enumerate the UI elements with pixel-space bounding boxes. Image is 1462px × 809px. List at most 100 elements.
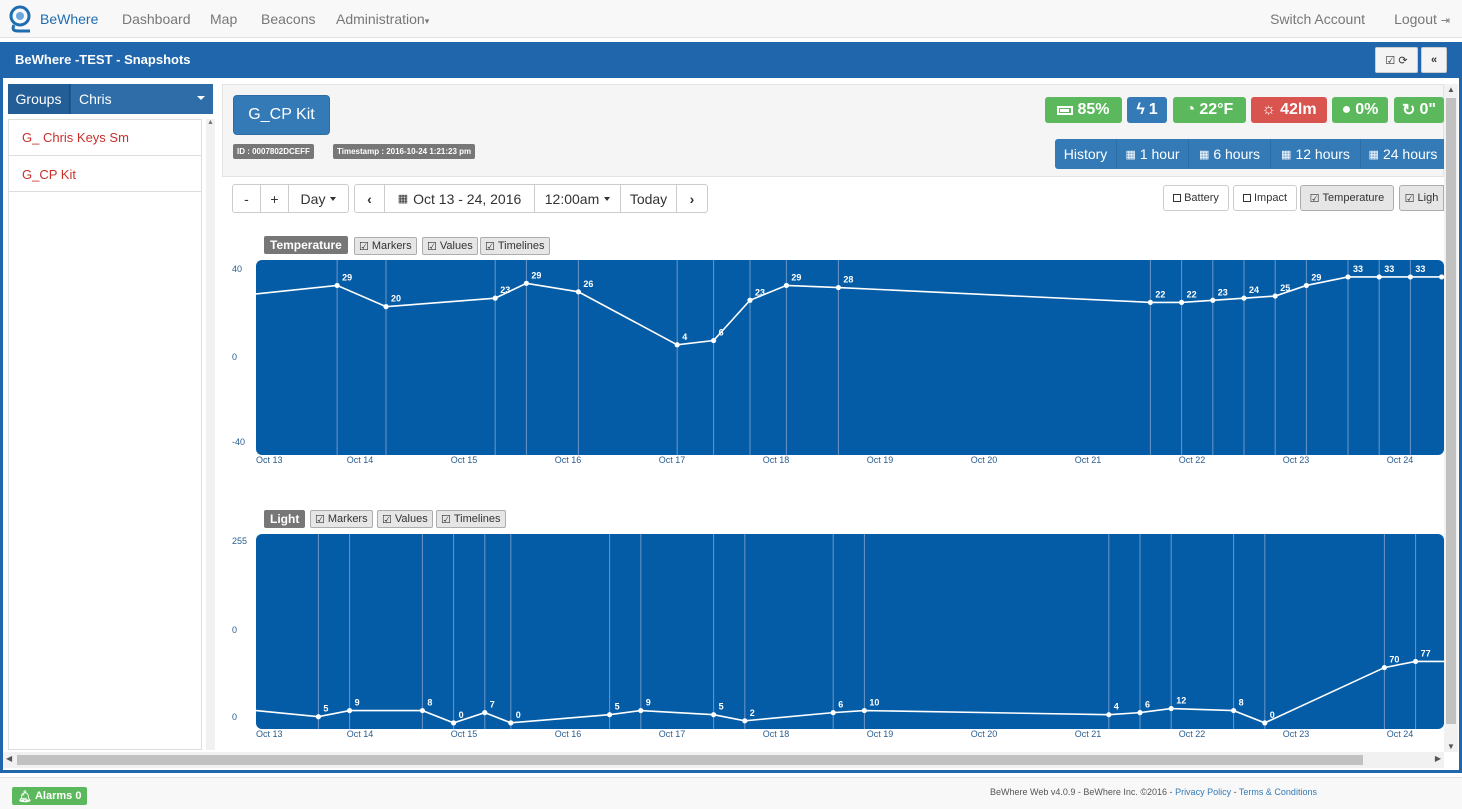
data-point	[1407, 274, 1413, 280]
zoom-out-button[interactable]: -	[232, 184, 261, 213]
temperature-stat[interactable]: ◔ 22°F	[1173, 97, 1246, 123]
zoom-in-button[interactable]: +	[260, 184, 289, 213]
brand[interactable]: BeWhere	[8, 4, 98, 34]
checkbox-icon: ☑	[1385, 54, 1396, 67]
battery-stat[interactable]: 85%	[1045, 97, 1122, 123]
horizontal-scrollbar[interactable]: ◀ ▶	[3, 752, 1444, 768]
data-label: 20	[391, 294, 401, 304]
caret-down-icon	[604, 196, 611, 201]
device-list-item[interactable]: G_ Chris Keys Sm	[9, 120, 201, 156]
main-content: G_CP Kit ID : 0007802DCEFF Timestamp : 2…	[222, 84, 1445, 752]
device-name-button[interactable]: G_CP Kit	[233, 95, 330, 135]
alarms-button[interactable]: 🔔︎ Alarms 0	[12, 787, 88, 805]
impact-toggle[interactable]: Impact	[1233, 185, 1297, 211]
data-label: 0	[459, 710, 464, 720]
checkbox-checked-icon: ☑	[441, 513, 451, 526]
data-point	[347, 707, 353, 714]
timelines-toggle[interactable]: ☑ Timelines	[436, 510, 506, 528]
humidity-stat[interactable]: ● 0%	[1332, 97, 1388, 123]
data-point	[1262, 720, 1268, 726]
history-1-hour-button[interactable]: ▦ 1 hour	[1117, 139, 1189, 169]
horizontal-scroll-thumb[interactable]	[17, 755, 1363, 765]
device-list-item[interactable]: G_CP Kit	[22, 166, 76, 182]
data-point	[1137, 710, 1143, 716]
sidebar-scrollbar[interactable]: ▲	[206, 119, 215, 750]
x-tick-label: Oct 19	[867, 455, 894, 465]
x-tick-label: Oct 16	[555, 729, 582, 739]
nav-beacons[interactable]: Beacons	[261, 11, 316, 27]
x-tick-label: Oct 14	[347, 729, 374, 739]
values-toggle[interactable]: ☑ Values	[377, 510, 433, 528]
temperature-value: 22°F	[1199, 101, 1234, 118]
temperature-toggle[interactable]: ☑ Temperature	[1300, 185, 1394, 211]
data-point	[783, 282, 790, 289]
light-value: 42lm	[1280, 101, 1317, 118]
x-tick-label: Oct 23	[1283, 729, 1310, 739]
data-label: 77	[1421, 648, 1431, 658]
light-stat[interactable]: ☼ 42lm	[1251, 97, 1327, 123]
terms-link[interactable]: Terms & Conditions	[1238, 787, 1317, 797]
brand-name: BeWhere	[40, 11, 99, 27]
alarms-label: Alarms 0	[34, 790, 82, 802]
data-label: 29	[342, 272, 352, 282]
x-tick-label: Oct 22	[1179, 729, 1206, 739]
markers-toggle[interactable]: ☑ Markers	[310, 510, 373, 528]
date-range-picker[interactable]: ▦ Oct 13 - 24, 2016	[384, 184, 535, 213]
select-refresh-button[interactable]: ☑ ⟳	[1375, 47, 1418, 73]
x-tick-label: Oct 16	[555, 455, 582, 465]
vertical-scrollbar[interactable]: ▲ ▼	[1444, 84, 1458, 752]
data-point	[711, 712, 717, 718]
panel-heading: BeWhere -TEST - Snapshots ☑ ⟳ «	[0, 42, 1462, 78]
sidebar: Groups Chris G_ Chris Keys Sm G_CP Kit ▲	[8, 84, 215, 750]
option-label: Markers	[327, 513, 368, 525]
device-list-empty-area	[8, 192, 202, 750]
data-label: 12	[1176, 696, 1186, 706]
data-label: 8	[1239, 698, 1244, 708]
period-dropdown[interactable]: Day	[288, 184, 349, 213]
droplet-icon: ●	[1341, 101, 1352, 118]
time-dropdown[interactable]: 12:00am	[534, 184, 621, 213]
data-point	[383, 304, 389, 310]
nav-map[interactable]: Map	[210, 11, 238, 27]
vertical-scroll-thumb[interactable]	[1446, 98, 1456, 724]
data-label: 6	[838, 700, 843, 710]
battery-toggle[interactable]: Battery	[1163, 185, 1229, 211]
history-12-hours-button[interactable]: ▦ 12 hours	[1271, 139, 1361, 169]
history-6-hours-button[interactable]: ▦ 6 hours	[1189, 139, 1271, 169]
timelines-toggle[interactable]: ☑ Timelines	[480, 237, 550, 255]
history-24-hours-button[interactable]: ▦ 24 hours	[1361, 139, 1445, 169]
data-point	[523, 280, 529, 286]
light-toggle[interactable]: ☑ Ligh	[1399, 185, 1444, 211]
angle-stat[interactable]: ↻ 0"	[1394, 97, 1444, 123]
option-label: Values	[439, 240, 473, 252]
nav-administration[interactable]: Administration▾	[336, 11, 429, 27]
data-point	[861, 707, 868, 714]
toggle-label: Battery	[1184, 192, 1219, 204]
data-point	[742, 718, 748, 724]
markers-toggle[interactable]: ☑ Markers	[354, 237, 417, 255]
group-dropdown[interactable]: Chris	[71, 84, 213, 114]
data-label: 70	[1389, 655, 1399, 665]
today-button[interactable]: Today	[620, 184, 677, 213]
history-button[interactable]: History	[1055, 139, 1117, 169]
switch-account-link[interactable]: Switch Account	[1270, 11, 1365, 27]
previous-button[interactable]: ‹	[354, 184, 385, 213]
humidity-value: 0%	[1355, 101, 1379, 118]
privacy-policy-link[interactable]: Privacy Policy	[1175, 787, 1232, 797]
values-toggle[interactable]: ☑ Values	[422, 237, 478, 255]
impact-stat[interactable]: ϟ 1	[1127, 97, 1167, 123]
logout-icon: ⇥	[1440, 15, 1450, 27]
nav-dashboard[interactable]: Dashboard	[122, 11, 191, 27]
x-tick-label: Oct 22	[1179, 455, 1206, 465]
next-button[interactable]: ›	[676, 184, 708, 213]
group-selected-value: Chris	[79, 91, 112, 107]
collapse-button[interactable]: «	[1421, 47, 1447, 73]
data-point	[747, 297, 753, 303]
data-point	[508, 720, 514, 726]
battery-icon	[1057, 105, 1074, 115]
x-tick-label: Oct 20	[971, 455, 998, 465]
history-range-label: 12 hours	[1295, 146, 1350, 162]
logout-link[interactable]: Logout ⇥	[1394, 11, 1450, 27]
checkbox-checked-icon: ☑	[382, 513, 392, 526]
data-label: 5	[323, 704, 328, 714]
